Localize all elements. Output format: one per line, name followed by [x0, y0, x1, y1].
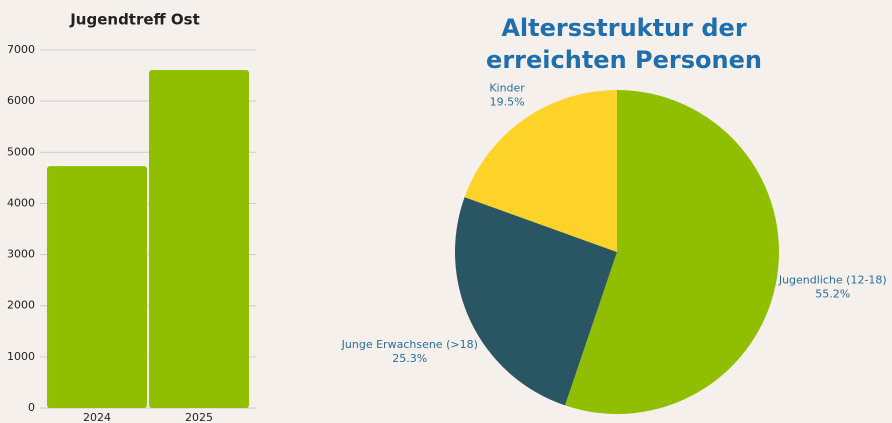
- slice-label: Kinder: [489, 82, 525, 95]
- slice-value: 19.5%: [490, 96, 525, 109]
- slice-value: 55.2%: [815, 288, 850, 301]
- slice-value: 25.3%: [392, 352, 427, 365]
- pie-slice: [454, 197, 617, 406]
- x-tick-label: 2024: [83, 411, 111, 423]
- pie-slice: [464, 90, 617, 252]
- y-tick-label: 0: [28, 401, 35, 414]
- y-tick-label: 5000: [7, 145, 35, 158]
- bar-title: Jugendtreff Ost: [69, 11, 200, 29]
- slice-label: Jugendliche (12-18): [778, 274, 887, 287]
- x-tick-label: 2025: [185, 411, 213, 423]
- pie-slice: [565, 90, 779, 414]
- pie-title: Altersstruktur der erreichten Personen: [486, 14, 762, 74]
- y-tick-label: 3000: [7, 248, 35, 261]
- slice-label: Junge Erwachsene (>18): [341, 338, 478, 351]
- y-tick-label: 7000: [7, 43, 35, 56]
- y-tick-label: 6000: [7, 94, 35, 107]
- y-tick-label: 2000: [7, 299, 35, 312]
- y-tick-label: 1000: [7, 350, 35, 363]
- y-tick-label: 4000: [7, 196, 35, 209]
- bar: [47, 166, 147, 408]
- bar: [149, 69, 249, 409]
